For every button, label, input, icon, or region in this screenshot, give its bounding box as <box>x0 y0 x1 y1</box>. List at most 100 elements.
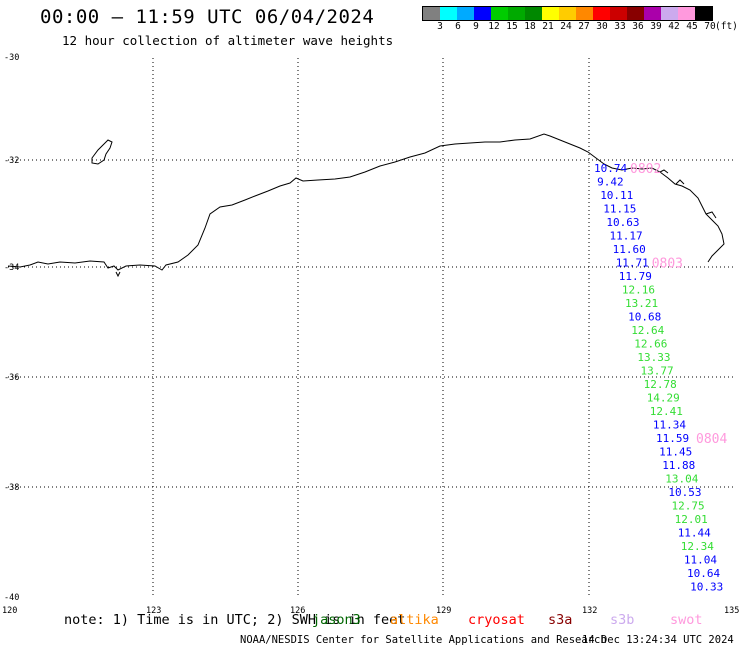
swh-value: 11.34 <box>653 419 686 432</box>
legend-unit: (ft) <box>715 21 738 32</box>
satellite-name: swot <box>670 612 703 628</box>
swh-value: 10.11 <box>600 189 633 202</box>
legend-swatch <box>695 7 712 20</box>
legend-label: 27 <box>578 21 590 32</box>
map-title: 00:00 – 11:59 UTC 06/04/2024 <box>40 6 375 28</box>
swh-value: 11.60 <box>613 243 646 256</box>
legend-swatch <box>491 7 508 20</box>
swh-value: 10.68 <box>628 311 661 324</box>
legend-label: 12 <box>488 21 500 32</box>
lon-label: 126 <box>290 606 305 616</box>
swh-value: 13.04 <box>665 473 698 486</box>
footer-note: note: 1) Time is in UTC; 2) SWH is in fe… <box>64 612 406 628</box>
coastline <box>7 133 725 271</box>
legend-swatch <box>542 7 559 20</box>
swh-value: 11.15 <box>603 203 636 216</box>
swh-value: 12.75 <box>672 500 705 513</box>
lon-label: 129 <box>436 606 451 616</box>
legend-swatch <box>525 7 542 20</box>
legend-label: 24 <box>560 21 572 32</box>
legend-label: 70 <box>704 21 716 32</box>
swh-value: 12.34 <box>681 540 714 553</box>
swh-value: 9.42 <box>597 176 624 189</box>
legend-label: 18 <box>524 21 536 32</box>
swh-value: 11.88 <box>662 459 695 472</box>
lat-label: -40 <box>4 593 19 603</box>
lat-label: -36 <box>4 373 19 383</box>
swh-value: 10.53 <box>668 486 701 499</box>
lat-label: -34 <box>4 263 19 273</box>
altimeter-track: 10.749.4210.1111.1510.6311.1711.6011.711… <box>594 162 723 594</box>
legend-swatch <box>559 7 576 20</box>
legend-label: 45 <box>686 21 698 32</box>
legend-label: 36 <box>632 21 644 32</box>
legend-swatch <box>627 7 644 20</box>
legend-swatch <box>644 7 661 20</box>
swh-value: 10.33 <box>690 581 723 594</box>
swh-value: 13.21 <box>625 297 658 310</box>
swh-value: 11.44 <box>678 527 711 540</box>
legend-label: 3 <box>437 21 443 32</box>
legend-swatch <box>593 7 610 20</box>
satellite-name: altika <box>390 612 439 628</box>
small-island <box>115 271 121 278</box>
island <box>91 139 113 165</box>
lat-label: -30 <box>4 53 19 63</box>
legend-swatch <box>576 7 593 20</box>
color-legend-labels: 3 6 9 12 15 18 21 24 27 30 33 36 39 42 45 70 <box>422 21 728 33</box>
swh-value: 13.33 <box>637 351 670 364</box>
legend-swatch <box>474 7 491 20</box>
lon-label: 135 <box>724 606 739 616</box>
legend-label: 39 <box>650 21 662 32</box>
lat-label: -38 <box>4 483 19 493</box>
legend-swatch <box>423 7 440 20</box>
swh-value: 13.77 <box>641 365 674 378</box>
swh-value: 10.64 <box>687 567 720 580</box>
swh-value: 14.29 <box>647 392 680 405</box>
track-time-label: 0802 <box>630 162 661 177</box>
satellite-name: cryosat <box>468 612 525 628</box>
lon-label: 123 <box>146 606 161 616</box>
legend-swatch <box>457 7 474 20</box>
lon-label: 120 <box>2 606 17 616</box>
track-time-label: 0804 <box>696 432 727 447</box>
satellite-name: s3b <box>610 612 635 628</box>
swh-value: 10.63 <box>606 216 639 229</box>
swh-value: 11.04 <box>684 554 717 567</box>
swh-value: 12.78 <box>644 378 677 391</box>
swh-value: 12.01 <box>675 513 708 526</box>
swh-value: 12.16 <box>622 284 655 297</box>
satellite-name: jason3 <box>312 612 361 628</box>
swh-value: 11.17 <box>610 230 643 243</box>
legend-swatch <box>678 7 695 20</box>
track-time-labels: 0802 0803 0804 <box>630 162 727 447</box>
generated-timestamp: 14 Dec 13:24:34 UTC 2024 <box>582 634 734 646</box>
legend-swatch <box>610 7 627 20</box>
swh-value: 12.66 <box>634 338 667 351</box>
lat-label: -32 <box>4 156 19 166</box>
legend-label: 6 <box>455 21 461 32</box>
legend-swatch <box>440 7 457 20</box>
satellite-name: s3a <box>548 612 573 628</box>
credit-line: NOAA/NESDIS Center for Satellite Applica… <box>240 634 607 646</box>
swh-value: 12.64 <box>631 324 664 337</box>
swh-value: 11.59 <box>656 432 689 445</box>
lon-label: 132 <box>582 606 597 616</box>
legend-label: 9 <box>473 21 479 32</box>
graticule <box>8 58 735 598</box>
coastline-detail <box>659 169 717 219</box>
swh-value: 11.71 <box>616 257 649 270</box>
swh-value: 11.45 <box>659 446 692 459</box>
legend-label: 15 <box>506 21 518 32</box>
legend-label: 21 <box>542 21 554 32</box>
color-legend <box>422 6 713 21</box>
legend-swatch <box>661 7 678 20</box>
legend-label: 33 <box>614 21 626 32</box>
swh-value: 11.79 <box>619 270 652 283</box>
map-subtitle: 12 hour collection of altimeter wave hei… <box>62 33 394 48</box>
swh-value: 12.41 <box>650 405 683 418</box>
legend-label: 30 <box>596 21 608 32</box>
track-time-label: 0803 <box>652 257 683 272</box>
swh-value: 10.74 <box>594 162 627 175</box>
